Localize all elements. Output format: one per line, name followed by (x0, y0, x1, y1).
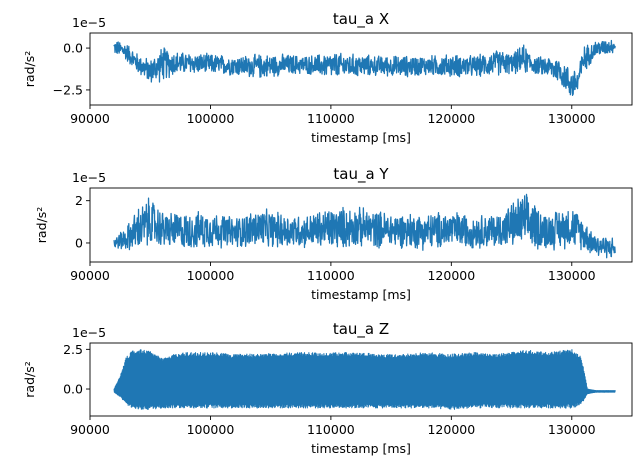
subplot-title: tau_a X (333, 10, 389, 29)
subplot-3: 90000 100000 110000 120000 130000 2.5 0.0 1e−5 t… (22, 320, 633, 456)
y-tick-label: 2.5 (63, 342, 83, 357)
axes-frame (89, 342, 633, 417)
offset-text: 1e−5 (72, 325, 106, 340)
x-tick-label: 110000 (307, 268, 355, 283)
y-tick-label: 0.0 (63, 41, 83, 56)
x-tick-label: 130000 (548, 268, 596, 283)
offset-text: 1e−5 (72, 15, 106, 30)
x-tick-label: 130000 (548, 422, 596, 437)
y-axis-label: rad/s² (22, 51, 37, 87)
subplot-1: 90000 100000 110000 120000 130000 0.0 −2.5 1e−5… (22, 10, 633, 145)
x-tick-label: 120000 (427, 422, 475, 437)
y-tick-label: 0.0 (63, 382, 83, 397)
x-axis-label: timestamp [ms] (311, 441, 411, 456)
y-axis-label: rad/s² (22, 361, 37, 397)
x-tick-label: 100000 (187, 422, 235, 437)
x-axis-label: timestamp [ms] (311, 130, 411, 145)
x-tick-label: 130000 (548, 111, 596, 126)
x-tick-label: 110000 (307, 111, 355, 126)
x-tick-label: 110000 (307, 422, 355, 437)
x-tick-label: 100000 (187, 268, 235, 283)
x-axis-label: timestamp [ms] (311, 287, 411, 302)
x-tick-label: 90000 (70, 111, 110, 126)
y-tick-label: −2.5 (53, 82, 83, 97)
axes-frame (89, 32, 633, 106)
x-tick-label: 120000 (427, 268, 475, 283)
x-tick-label: 100000 (187, 111, 235, 126)
axes-frame (89, 187, 633, 263)
offset-text: 1e−5 (72, 170, 106, 185)
x-tick-label: 90000 (70, 422, 110, 437)
y-tick-label: 2 (75, 193, 83, 208)
y-axis-label: rad/s² (34, 207, 49, 243)
y-tick-label: 0 (75, 235, 83, 250)
series-line (113, 193, 616, 259)
subplot-title: tau_a Y (333, 165, 389, 184)
x-tick-label: 120000 (427, 111, 475, 126)
subplot-2: 90000 100000 110000 120000 130000 2 0 1e−5 tau_a… (34, 165, 633, 302)
x-tick-label: 90000 (70, 268, 110, 283)
series-line (113, 349, 616, 410)
series-line (113, 39, 616, 97)
subplot-title: tau_a Z (333, 320, 389, 339)
